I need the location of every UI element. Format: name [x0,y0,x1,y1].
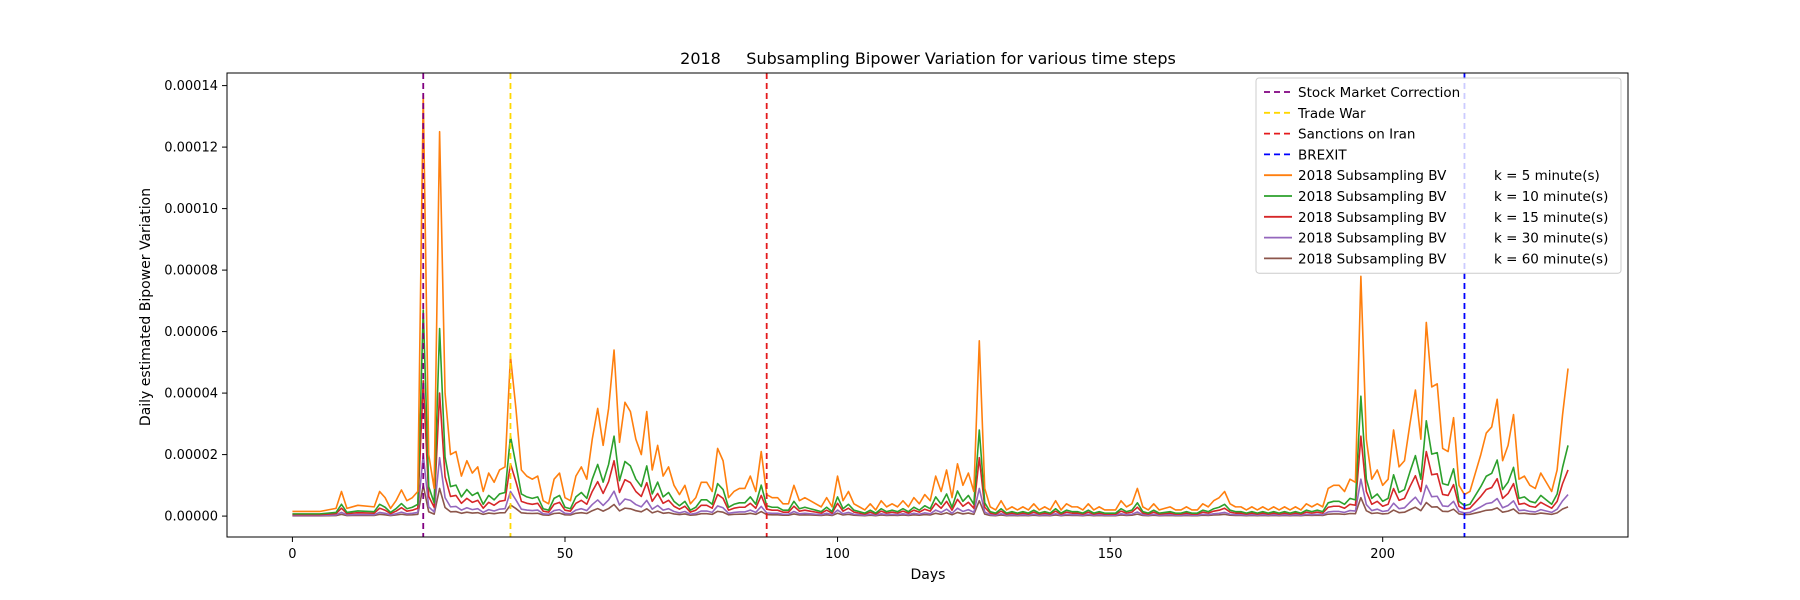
x-tick-label: 150 [1098,547,1123,562]
y-tick-label: 0.00004 [164,387,218,402]
series-line-2 [292,309,1569,515]
series-line-4 [292,453,1569,517]
series-line-5 [292,484,1569,517]
legend-box [1255,77,1622,274]
legend-event-label: BREXIT [1298,147,1347,163]
y-tick-label: 0.00014 [164,79,218,94]
x-tick-label: 200 [1370,547,1395,562]
legend-event-label: Trade War [1297,106,1366,122]
y-tick-label: 0.00008 [164,264,218,279]
x-tick-label: 50 [557,547,574,562]
x-tick-label: 100 [825,547,850,562]
legend-series-label: 2018 Subsampling BV [1298,231,1447,247]
legend-series-k-label: k = 5 minute(s) [1494,168,1600,184]
series-line-1 [292,94,1569,513]
chart-title: 2018 Subsampling Bipower Variation for v… [680,49,1176,68]
plot-area [292,73,1569,537]
y-tick-label: 0.00006 [164,325,218,340]
legend-series-label: 2018 Subsampling BV [1298,210,1447,226]
legend-series-label: 2018 Subsampling BV [1298,251,1447,267]
legend-series-k-label: k = 15 minute(s) [1494,210,1608,226]
legend-series-k-label: k = 10 minute(s) [1494,189,1608,205]
y-tick-label: 0.00010 [164,202,218,217]
x-tick-label: 0 [288,547,296,562]
legend-series-label: 2018 Subsampling BV [1298,189,1447,205]
legend-event-label: Sanctions on Iran [1298,127,1415,143]
legend-series-k-label: k = 60 minute(s) [1494,251,1608,267]
y-axis-label: Daily estimated Bipower Variation [138,188,154,426]
y-tick-label: 0.00000 [164,510,218,525]
legend-event-label: Stock Market Correction [1298,85,1460,101]
axes: 0 50 100 150 200 0.00000 0.00002 0.00004 0.00006… [164,72,1629,562]
legend-series-label: 2018 Subsampling BV [1298,168,1447,184]
y-tick-label: 0.00012 [164,141,218,156]
series-line-3 [292,380,1569,516]
plot-frame [226,72,1629,538]
x-axis-label: Days [911,567,946,583]
legend: Stock Market Correction Trade War Sanction… [1255,77,1622,274]
y-tick-label: 0.00002 [164,448,218,463]
legend-series-k-label: k = 30 minute(s) [1494,231,1608,247]
